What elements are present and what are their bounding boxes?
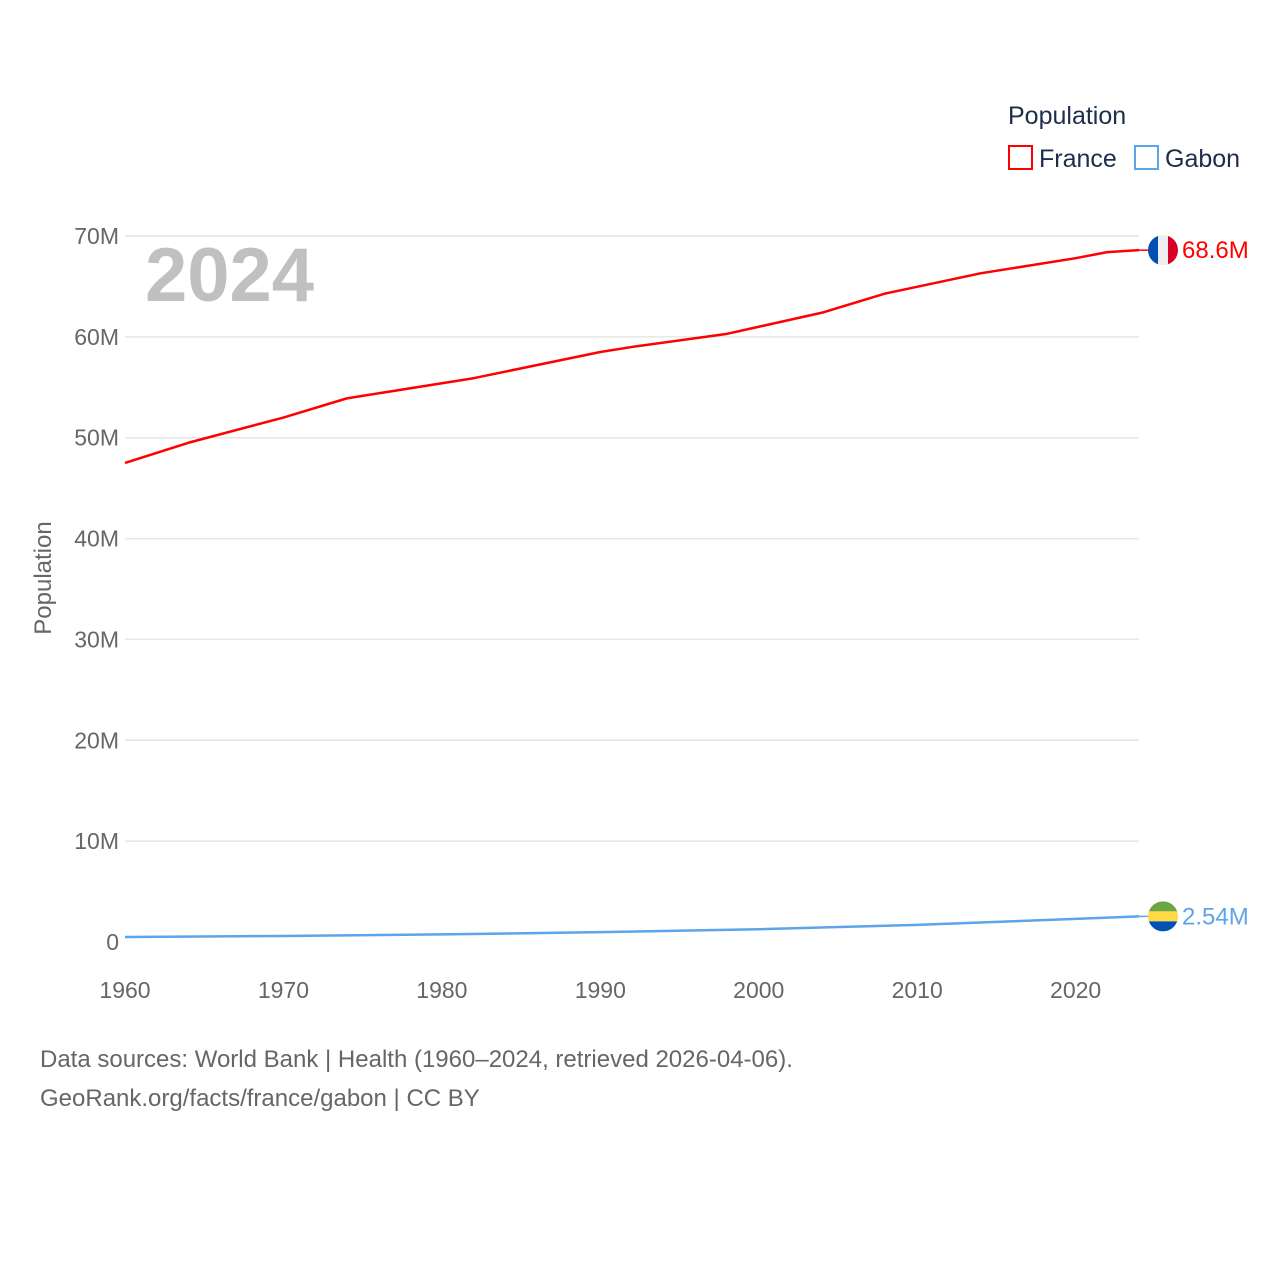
end-label-france: 68.6M bbox=[1182, 237, 1249, 264]
legend-title: Population bbox=[1008, 102, 1126, 130]
x-tick-label: 2020 bbox=[1050, 977, 1101, 1003]
legend-swatch-france[interactable] bbox=[1008, 145, 1033, 170]
year-watermark: 2024 bbox=[145, 233, 314, 318]
source-note: Data sources: World Bank | Health (1960–… bbox=[40, 1046, 793, 1073]
x-tick-label: 2000 bbox=[733, 977, 784, 1003]
y-tick-label: 20M bbox=[74, 727, 119, 753]
series-line-gabon[interactable] bbox=[124, 915, 1140, 939]
y-axis-label: Population bbox=[30, 521, 57, 634]
legend-swatch-gabon[interactable] bbox=[1134, 145, 1159, 170]
y-tick-label: 0 bbox=[106, 929, 119, 955]
x-tick-label: 2010 bbox=[892, 977, 943, 1003]
x-tick-label: 1990 bbox=[575, 977, 626, 1003]
y-tick-label: 30M bbox=[74, 626, 119, 652]
y-tick-label: 60M bbox=[74, 324, 119, 350]
gabon-flag-icon bbox=[1148, 901, 1178, 932]
x-tick-label: 1980 bbox=[416, 977, 467, 1003]
y-tick-label: 50M bbox=[74, 425, 119, 451]
series-line-france[interactable] bbox=[124, 248, 1140, 465]
y-tick-label: 70M bbox=[74, 223, 119, 249]
legend-label-france[interactable]: France bbox=[1039, 145, 1117, 173]
x-tick-label: 1970 bbox=[258, 977, 309, 1003]
legend-label-gabon[interactable]: Gabon bbox=[1165, 145, 1240, 173]
y-tick-label: 40M bbox=[74, 526, 119, 552]
y-tick-label: 10M bbox=[74, 828, 119, 854]
france-flag-icon bbox=[1148, 235, 1178, 266]
legend: Population France Gabon bbox=[1008, 102, 1240, 173]
source-link[interactable]: GeoRank.org/facts/france/gabon | CC BY bbox=[40, 1085, 480, 1112]
end-label-gabon: 2.54M bbox=[1182, 903, 1249, 930]
x-tick-label: 1960 bbox=[99, 977, 150, 1003]
